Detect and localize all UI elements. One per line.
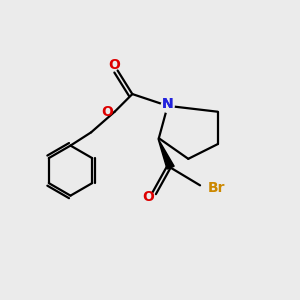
Text: Br: Br bbox=[208, 181, 225, 195]
Text: O: O bbox=[142, 190, 154, 203]
Text: N: N bbox=[162, 98, 173, 111]
Text: O: O bbox=[101, 105, 113, 119]
Text: O: O bbox=[109, 58, 121, 72]
Circle shape bbox=[161, 99, 174, 112]
Text: N: N bbox=[162, 98, 173, 111]
Polygon shape bbox=[158, 139, 174, 169]
